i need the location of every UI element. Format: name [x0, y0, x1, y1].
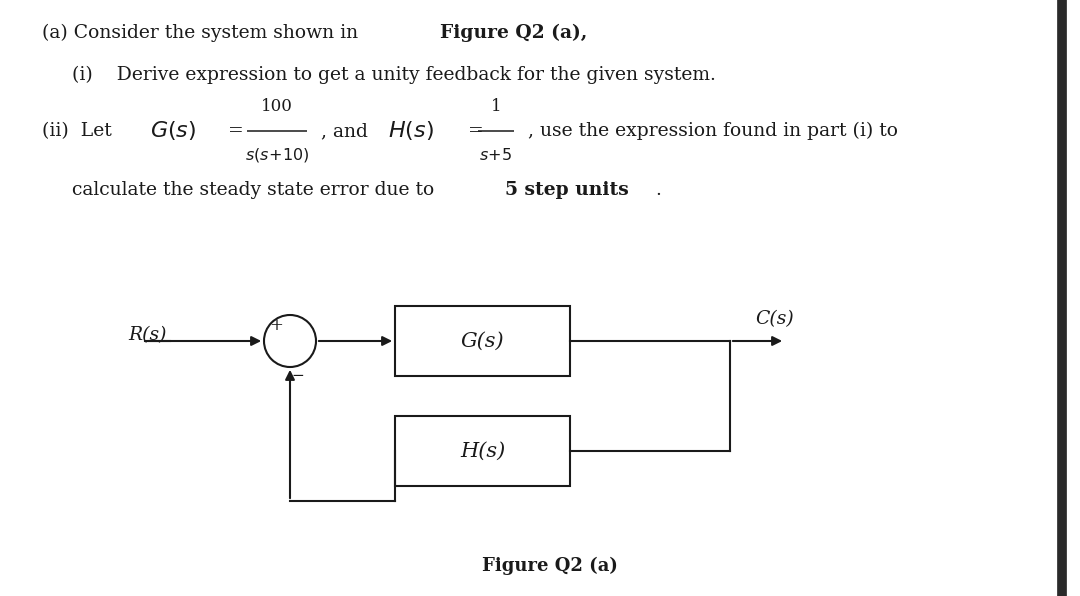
Text: H(s): H(s)	[460, 442, 505, 461]
Text: Figure Q2 (a): Figure Q2 (a)	[482, 557, 618, 575]
Text: =: =	[228, 122, 244, 140]
Text: , and: , and	[315, 122, 374, 140]
Text: R(s): R(s)	[129, 326, 166, 344]
Bar	[395, 416, 570, 486]
Text: (a) Consider the system shown in: (a) Consider the system shown in	[42, 24, 364, 42]
Text: calculate the steady state error due to: calculate the steady state error due to	[72, 181, 441, 199]
Text: .: .	[654, 181, 661, 199]
Text: C(s): C(s)	[755, 310, 794, 328]
Text: (ii)  Let: (ii) Let	[42, 122, 118, 140]
Text: $s(s\!+\!10)$: $s(s\!+\!10)$	[245, 147, 309, 164]
Text: $\it{G}$$\it{(s)}$: $\it{G}$$\it{(s)}$	[150, 120, 197, 142]
Text: Figure Q2 (a),: Figure Q2 (a),	[440, 24, 588, 42]
Text: G(s): G(s)	[461, 331, 504, 350]
Text: 100: 100	[261, 98, 293, 116]
Text: (i)    Derive expression to get a unity feedback for the given system.: (i) Derive expression to get a unity fee…	[72, 66, 716, 84]
Text: =: =	[468, 122, 484, 140]
Text: −: −	[292, 369, 305, 383]
Text: 1: 1	[490, 98, 501, 116]
Text: +: +	[269, 316, 283, 334]
Text: $\it{H}$$\it{(s)}$: $\it{H}$$\it{(s)}$	[388, 120, 434, 142]
Text: $s\!+\!5$: $s\!+\!5$	[480, 147, 513, 163]
Bar	[395, 306, 570, 376]
Text: , use the expression found in part (i) to: , use the expression found in part (i) t…	[522, 122, 897, 140]
Text: 5 step units: 5 step units	[505, 181, 629, 199]
